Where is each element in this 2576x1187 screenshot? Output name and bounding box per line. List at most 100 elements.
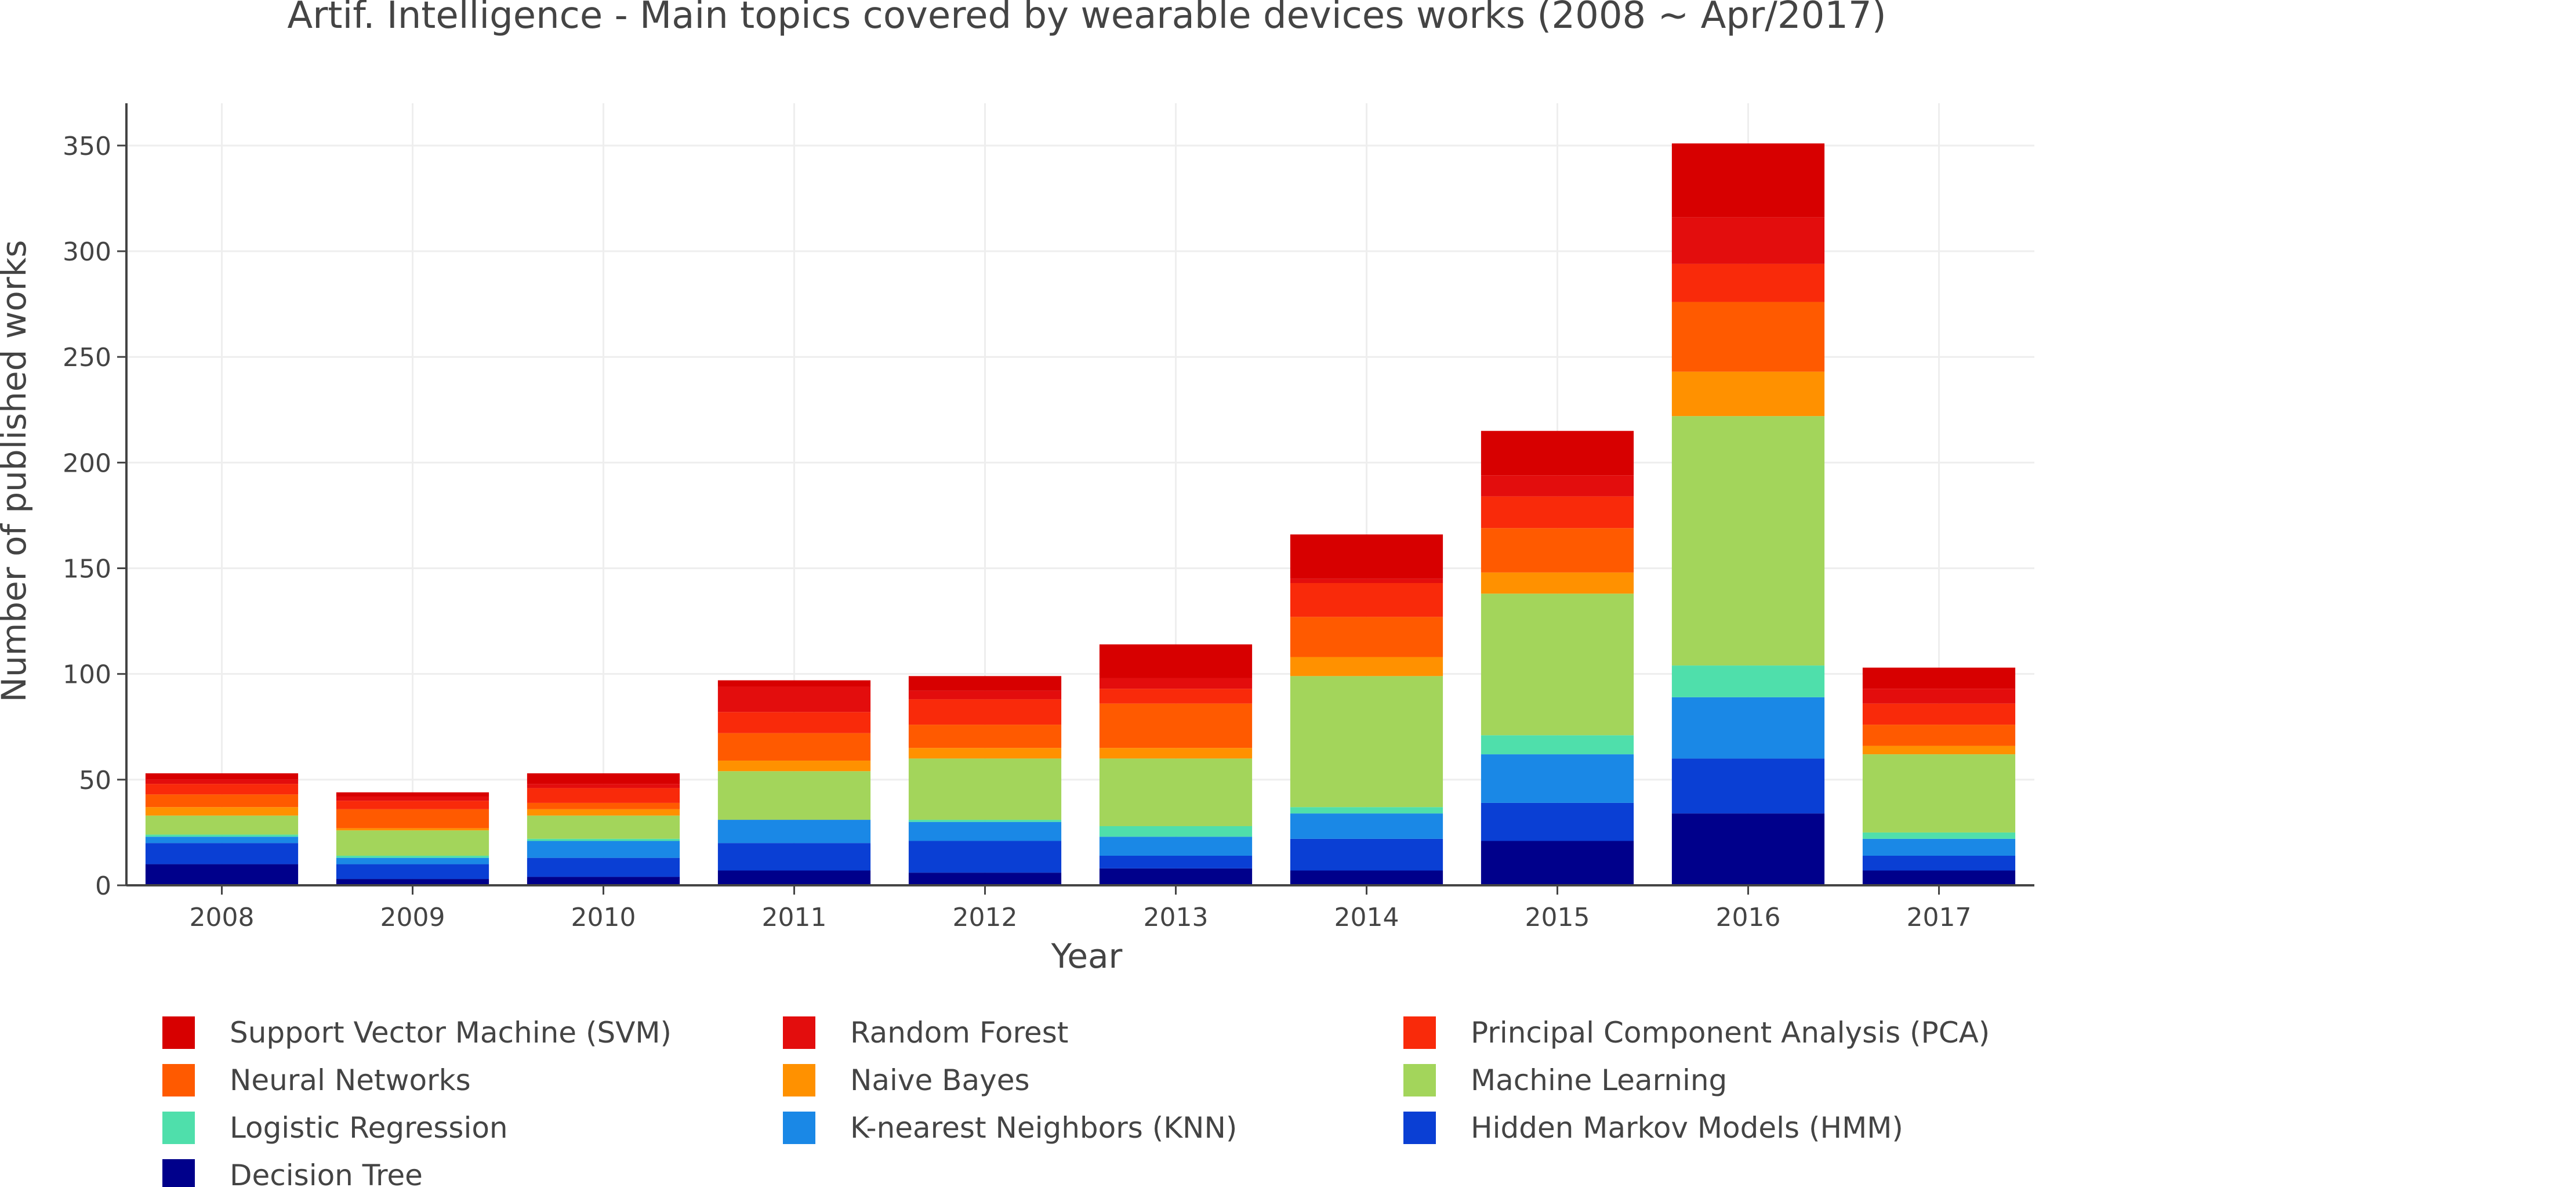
bar-segment-2012-principal-component-analysis-pca bbox=[908, 699, 1062, 725]
bar-segment-2010-support-vector-machine-svm bbox=[527, 773, 680, 784]
bar-segment-2011-naive-bayes bbox=[717, 761, 871, 772]
bar-segment-2016-k-nearest-neighbors-knn bbox=[1671, 697, 1825, 759]
legend-label: Support Vector Machine (SVM) bbox=[230, 1016, 672, 1050]
bar-segment-2015-logistic-regression bbox=[1481, 735, 1634, 755]
bar-segment-2016-neural-networks bbox=[1671, 302, 1825, 372]
bar-segment-2011-hidden-markov-models-hmm bbox=[717, 843, 871, 871]
bar-segment-2008-support-vector-machine-svm bbox=[145, 773, 299, 780]
bar-segment-2017-principal-component-analysis-pca bbox=[1862, 703, 2016, 725]
bar-segment-2013-decision-tree bbox=[1099, 868, 1253, 885]
bar-segment-2016-support-vector-machine-svm bbox=[1671, 143, 1825, 218]
bar-segment-2016-hidden-markov-models-hmm bbox=[1671, 758, 1825, 814]
bar-segment-2014-support-vector-machine-svm bbox=[1290, 534, 1443, 579]
legend-swatch bbox=[1403, 1016, 1436, 1049]
x-tick-label: 2016 bbox=[1716, 903, 1781, 932]
bar-segment-2008-principal-component-analysis-pca bbox=[145, 784, 299, 795]
y-tick-label: 100 bbox=[63, 660, 111, 690]
bar-segment-2015-random-forest bbox=[1481, 475, 1634, 497]
bar-segment-2016-principal-component-analysis-pca bbox=[1671, 263, 1825, 302]
legend-swatch bbox=[783, 1016, 815, 1049]
bar-segment-2008-neural-networks bbox=[145, 794, 299, 808]
bar-segment-2017-decision-tree bbox=[1862, 870, 2016, 885]
x-tick-label: 2012 bbox=[953, 903, 1018, 932]
legend-swatch bbox=[783, 1112, 815, 1144]
y-tick-label: 200 bbox=[63, 448, 111, 478]
y-tick-label: 250 bbox=[63, 343, 111, 372]
axes bbox=[125, 103, 2034, 886]
bar-segment-2011-support-vector-machine-svm bbox=[717, 680, 871, 687]
x-tick-label: 2017 bbox=[1907, 903, 1972, 932]
x-tick-label: 2011 bbox=[762, 903, 827, 932]
bar-segment-2009-logistic-regression bbox=[336, 855, 489, 858]
bar-segment-2011-neural-networks bbox=[717, 733, 871, 761]
bar-segment-2014-machine-learning bbox=[1290, 676, 1443, 808]
bar-segment-2013-support-vector-machine-svm bbox=[1099, 644, 1253, 678]
bar-segment-2013-k-nearest-neighbors-knn bbox=[1099, 837, 1253, 856]
bar-segment-2012-logistic-regression bbox=[908, 820, 1062, 822]
bar-segment-2013-logistic-regression bbox=[1099, 826, 1253, 837]
bar-segment-2010-decision-tree bbox=[527, 877, 680, 885]
x-tick-label: 2013 bbox=[1144, 903, 1209, 932]
bar-segment-2011-random-forest bbox=[717, 686, 871, 712]
bar-segment-2017-hidden-markov-models-hmm bbox=[1862, 855, 2016, 871]
bar-segment-2010-random-forest bbox=[527, 784, 680, 788]
bar-segment-2015-neural-networks bbox=[1481, 528, 1634, 573]
bar-segment-2017-neural-networks bbox=[1862, 725, 2016, 746]
bar-segment-2013-neural-networks bbox=[1099, 703, 1253, 748]
legend-swatch bbox=[162, 1016, 195, 1049]
legend-swatch bbox=[783, 1064, 815, 1096]
bar-segment-2009-support-vector-machine-svm bbox=[336, 792, 489, 797]
bar-segment-2008-hidden-markov-models-hmm bbox=[145, 843, 299, 864]
bar-segment-2017-naive-bayes bbox=[1862, 746, 2016, 755]
bar-segment-2012-neural-networks bbox=[908, 725, 1062, 748]
y-axis-label: Number of published works bbox=[0, 240, 34, 703]
bar-segment-2015-naive-bayes bbox=[1481, 572, 1634, 594]
bar-segment-2008-decision-tree bbox=[145, 864, 299, 885]
bar-segment-2017-support-vector-machine-svm bbox=[1862, 667, 2016, 689]
legend-label: Principal Component Analysis (PCA) bbox=[1471, 1016, 1990, 1050]
x-tick-label: 2015 bbox=[1525, 903, 1590, 932]
y-tick-label: 50 bbox=[79, 766, 111, 795]
y-tick-label: 350 bbox=[63, 132, 111, 161]
bar-segment-2011-machine-learning bbox=[717, 771, 871, 820]
bar-segment-2014-hidden-markov-models-hmm bbox=[1290, 838, 1443, 871]
bar-segment-2012-support-vector-machine-svm bbox=[908, 676, 1062, 691]
legend-label: Random Forest bbox=[850, 1016, 1068, 1050]
bar-segment-2016-machine-learning bbox=[1671, 416, 1825, 666]
bar-segment-2017-random-forest bbox=[1862, 689, 2016, 704]
bar-segment-2013-principal-component-analysis-pca bbox=[1099, 689, 1253, 704]
bar-segment-2010-machine-learning bbox=[527, 815, 680, 839]
legend-label: K-nearest Neighbors (KNN) bbox=[850, 1111, 1237, 1145]
bar-segment-2016-random-forest bbox=[1671, 217, 1825, 264]
bar-segment-2012-decision-tree bbox=[908, 873, 1062, 885]
bar-segment-2009-machine-learning bbox=[336, 830, 489, 856]
bar-segment-2009-neural-networks bbox=[336, 809, 489, 828]
bar-segment-2008-logistic-regression bbox=[145, 834, 299, 837]
bar-segment-2013-hidden-markov-models-hmm bbox=[1099, 855, 1253, 868]
bar-segment-2015-hidden-markov-models-hmm bbox=[1481, 802, 1634, 841]
bar-segment-2015-support-vector-machine-svm bbox=[1481, 430, 1634, 476]
bar-segment-2013-naive-bayes bbox=[1099, 748, 1253, 759]
x-axis-label: Year bbox=[1051, 936, 1123, 976]
legend: Support Vector Machine (SVM) Random Fores… bbox=[162, 1016, 1990, 1187]
legend-swatch bbox=[162, 1112, 195, 1144]
bar-segment-2010-naive-bayes bbox=[527, 809, 680, 816]
bar-segment-2015-k-nearest-neighbors-knn bbox=[1481, 754, 1634, 803]
bar-segment-2013-machine-learning bbox=[1099, 758, 1253, 826]
bar-segment-2015-principal-component-analysis-pca bbox=[1481, 496, 1634, 529]
legend-label: Hidden Markov Models (HMM) bbox=[1471, 1111, 1903, 1145]
bar-segment-2012-naive-bayes bbox=[908, 748, 1062, 759]
bar-segment-2010-hidden-markov-models-hmm bbox=[527, 857, 680, 877]
bar-segment-2012-machine-learning bbox=[908, 758, 1062, 820]
bar-segment-2014-k-nearest-neighbors-knn bbox=[1290, 813, 1443, 839]
x-tick-labels: 2008 2009 2010 2011 2012 2013 2014 2015 2016 2017 bbox=[190, 885, 1972, 932]
legend-label: Naive Bayes bbox=[850, 1063, 1030, 1097]
bar-segment-2008-naive-bayes bbox=[145, 807, 299, 816]
bar-segment-2009-principal-component-analysis-pca bbox=[336, 801, 489, 809]
bars bbox=[145, 143, 2016, 885]
bar-segment-2010-neural-networks bbox=[527, 802, 680, 809]
legend-swatch bbox=[162, 1159, 195, 1187]
y-tick-labels: 0 50 100 150 200 250 300 350 bbox=[63, 132, 126, 901]
bar-segment-2014-neural-networks bbox=[1290, 617, 1443, 657]
